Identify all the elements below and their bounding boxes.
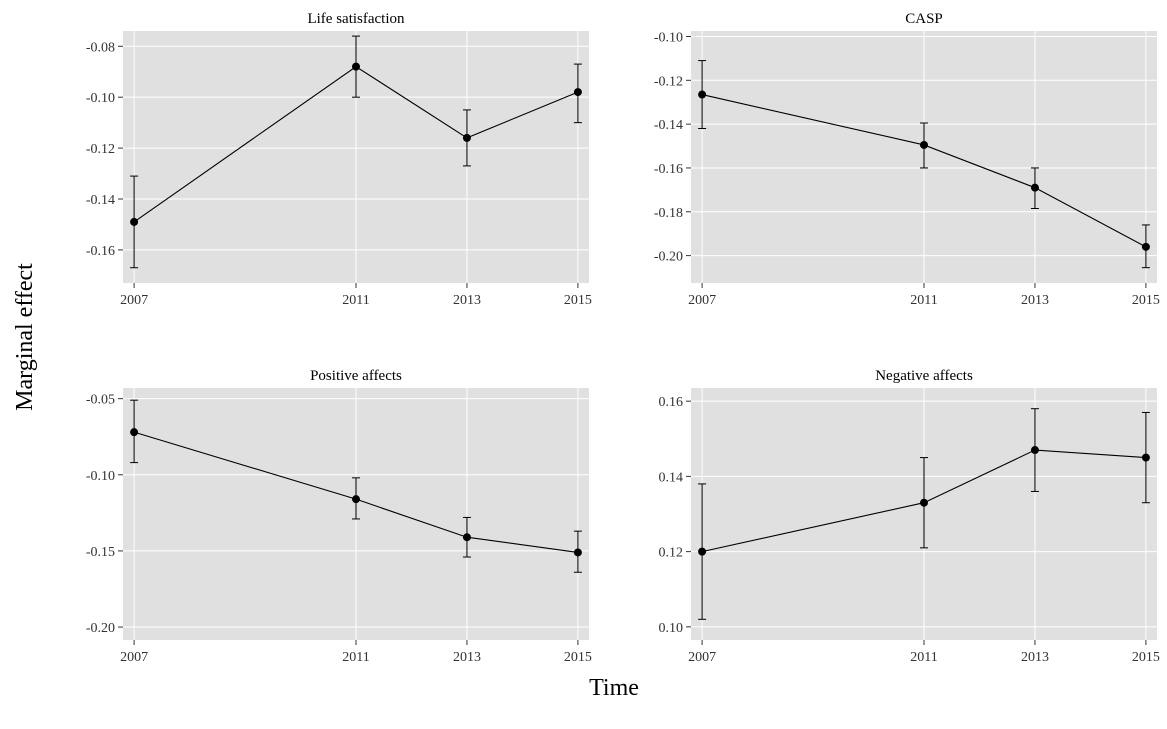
y-tick-label: -0.16 — [654, 162, 683, 177]
panel-title: Life satisfaction — [307, 11, 405, 27]
y-tick-label: -0.10 — [86, 469, 115, 484]
data-point — [920, 498, 928, 507]
series-line — [701, 94, 1147, 248]
x-tick-label: 2007 — [120, 293, 148, 308]
data-point — [698, 90, 707, 99]
y-tick-label: -0.05 — [86, 393, 115, 408]
data-point — [130, 428, 139, 437]
y-tick-label: 0.14 — [659, 470, 684, 485]
panel-title: Positive affects — [310, 368, 402, 384]
y-tick-label: -0.12 — [654, 74, 683, 89]
panel-life-satisfaction: Life satisfaction -0.16 -0.14 -0.12 -0.10 -0… — [86, 11, 592, 308]
x-tick-label: 2015 — [1132, 293, 1160, 308]
data-point — [352, 62, 360, 71]
x-tick-label: 2007 — [688, 650, 716, 665]
panel-title: CASP — [905, 11, 943, 27]
x-tick-label: 2007 — [120, 650, 148, 665]
y-tick-label: -0.20 — [86, 621, 115, 636]
x-tick-label: 2013 — [1021, 650, 1049, 665]
y-tick-label: 0.10 — [659, 621, 684, 636]
x-tick-label: 2013 — [1021, 293, 1049, 308]
y-tick-label: -0.08 — [86, 40, 115, 55]
data-point — [1141, 242, 1150, 251]
panel-casp: CASP -0.20 -0.18 -0.16 -0.14 -0.12 -0.10 2007 2… — [654, 11, 1160, 308]
x-tick-label: 2011 — [342, 293, 369, 308]
x-tick-label: 2011 — [910, 650, 937, 665]
data-point — [462, 133, 471, 142]
y-tick-label: -0.12 — [86, 142, 115, 157]
y-tick-label: -0.15 — [86, 545, 115, 560]
data-point — [462, 533, 471, 542]
y-tick-label: -0.18 — [654, 206, 683, 221]
data-point — [1141, 453, 1150, 462]
x-tick-label: 2007 — [688, 293, 716, 308]
x-tick-label: 2013 — [453, 650, 481, 665]
y-tick-label: -0.20 — [654, 250, 683, 265]
y-tick-label: -0.14 — [654, 118, 683, 133]
data-point — [573, 548, 582, 557]
data-point — [130, 217, 139, 226]
y-tick-label: -0.16 — [86, 244, 115, 259]
x-tick-label: 2015 — [564, 293, 592, 308]
x-tick-label: 2011 — [910, 293, 937, 308]
series-line — [133, 431, 578, 553]
x-tick-label: 2015 — [1132, 650, 1160, 665]
y-tick-label: -0.10 — [654, 30, 683, 45]
data-point — [1030, 183, 1039, 192]
x-tick-label: 2011 — [342, 650, 369, 665]
data-point — [573, 88, 582, 97]
y-axis-title: Marginal effect — [12, 263, 38, 411]
data-point — [352, 495, 360, 504]
x-tick-label: 2013 — [453, 293, 481, 308]
x-axis-title: Time — [589, 675, 639, 701]
panel-negative-affects: Negative affects 0.10 0.12 0.14 0.16 2007 201… — [659, 368, 1160, 665]
y-tick-label: 0.16 — [659, 395, 684, 410]
panel-positive-affects: Positive affects -0.20 -0.15 -0.10 -0.05 200… — [86, 368, 592, 665]
series-line — [701, 449, 1146, 553]
y-tick-label: -0.14 — [86, 193, 115, 208]
y-tick-label: 0.12 — [659, 546, 684, 561]
data-point — [698, 547, 707, 556]
series-line — [133, 65, 579, 223]
x-tick-label: 2015 — [564, 650, 592, 665]
data-point — [920, 140, 928, 149]
panel-title: Negative affects — [875, 368, 973, 384]
data-point — [1030, 446, 1039, 455]
y-tick-label: -0.10 — [86, 91, 115, 106]
